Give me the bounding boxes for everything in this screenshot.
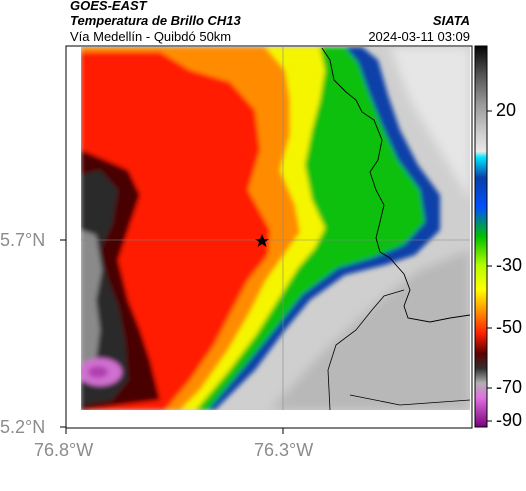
colorbar-tick-label: -70 — [496, 377, 523, 397]
colorbar — [474, 45, 492, 428]
lon-tick-label: 76.8°W — [34, 440, 94, 460]
lat-tick-label: 5.7°N — [0, 230, 46, 250]
lat-tick-label: 5.2°N — [0, 417, 46, 437]
colorbar-tick-label: -90 — [496, 410, 523, 430]
satellite-source: GOES-EAST — [70, 0, 147, 13]
border-line — [327, 289, 405, 410]
colorbar-tick-label: 20 — [496, 100, 517, 120]
lon-tick-label: 76.3°W — [254, 440, 314, 460]
cloud-field — [81, 47, 470, 410]
timestamp: 2024-03-11 03:09 — [368, 29, 470, 44]
region-label: Vía Medellín - Quibdó 50km — [70, 29, 232, 44]
colorbar-tick-label: -50 — [496, 317, 523, 337]
organization-label: SIATA — [432, 13, 470, 28]
border-line — [349, 394, 470, 406]
star-icon — [255, 234, 269, 247]
product-title: Temperatura de Brillo CH13 — [70, 13, 241, 28]
border-line — [321, 47, 470, 323]
colorbar-tick-label: -30 — [496, 255, 523, 275]
